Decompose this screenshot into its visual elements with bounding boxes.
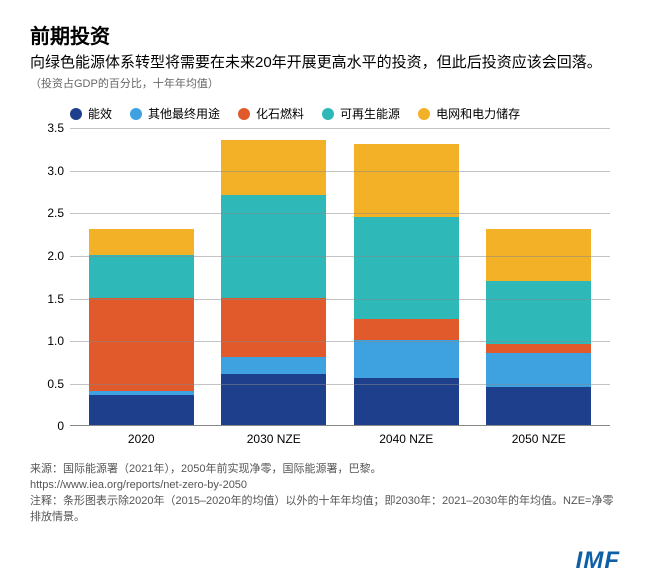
y-tick-label: 0 [38,419,64,433]
legend-item: 电网和电力储存 [418,105,520,122]
x-tick-label: 2030 NZE [221,428,326,448]
bar-stack [221,140,326,425]
bar-segment [486,353,591,387]
y-tick-label: 1.0 [38,334,64,348]
x-tick-label: 2040 NZE [354,428,459,448]
legend-label: 可再生能源 [340,105,400,122]
chart-area: 00.51.01.52.02.53.03.5 2020 2030 NZE 2040 … [70,128,610,448]
legend-label: 能效 [88,105,112,122]
gridline [70,256,610,257]
bar-segment [486,344,591,353]
x-axis-labels: 2020 2030 NZE 2040 NZE 2050 NZE [70,428,610,448]
legend-item: 可再生能源 [322,105,400,122]
plot-region: 00.51.01.52.02.53.03.5 [70,128,610,426]
bars-container [70,128,610,425]
chart-unit-note: （投资占GDP的百分比，十年年均值） [30,75,620,91]
bar-segment [354,144,459,216]
y-tick-label: 3.5 [38,121,64,135]
legend-swatch [238,108,250,120]
y-tick-label: 2.0 [38,249,64,263]
bar-segment [354,378,459,425]
bar-segment [486,387,591,425]
x-tick-label: 2050 NZE [486,428,591,448]
legend-label: 其他最终用途 [148,105,220,122]
brand-logo: IMF [576,547,620,575]
notes-line: 注释：条形图表示除2020年（2015–2020年的均值）以外的十年年均值；即2… [30,494,620,526]
bar-segment [354,217,459,319]
legend-item: 化石燃料 [238,105,304,122]
legend: 能效 其他最终用途 化石燃料 可再生能源 电网和电力储存 [70,105,620,122]
bar-stack [89,229,194,425]
gridline [70,213,610,214]
y-tick-label: 1.5 [38,292,64,306]
bar-segment [89,395,194,425]
bar-stack [486,229,591,425]
gridline [70,171,610,172]
source-line: 来源：国际能源署（2021年），2050年前实现净零，国际能源署，巴黎。 [30,462,620,478]
legend-swatch [322,108,334,120]
gridline [70,341,610,342]
bar-segment [89,255,194,298]
y-tick-label: 2.5 [38,206,64,220]
gridline [70,384,610,385]
bar-segment [221,195,326,297]
chart-subtitle: 向绿色能源体系转型将需要在未来20年开展更高水平的投资，但此后投资应该会回落。 [30,53,620,73]
chart-title: 前期投资 [30,20,620,49]
bar-segment [221,298,326,358]
bar-segment [486,281,591,345]
gridline [70,299,610,300]
legend-label: 化石燃料 [256,105,304,122]
legend-swatch [70,108,82,120]
bar-segment [89,229,194,255]
bar-segment [221,357,326,374]
y-tick-label: 0.5 [38,377,64,391]
gridline [70,128,610,129]
bar-segment [354,340,459,378]
x-tick-label: 2020 [89,428,194,448]
legend-swatch [130,108,142,120]
legend-item: 能效 [70,105,112,122]
bar-segment [354,319,459,340]
legend-label: 电网和电力储存 [436,105,520,122]
y-tick-label: 3.0 [38,164,64,178]
bar-segment [221,140,326,195]
legend-item: 其他最终用途 [130,105,220,122]
source-url: https://www.iea.org/reports/net-zero-by-… [30,478,620,494]
bar-segment [89,298,194,392]
bar-segment [221,374,326,425]
legend-swatch [418,108,430,120]
chart-footer: 来源：国际能源署（2021年），2050年前实现净零，国际能源署，巴黎。 htt… [30,462,620,526]
